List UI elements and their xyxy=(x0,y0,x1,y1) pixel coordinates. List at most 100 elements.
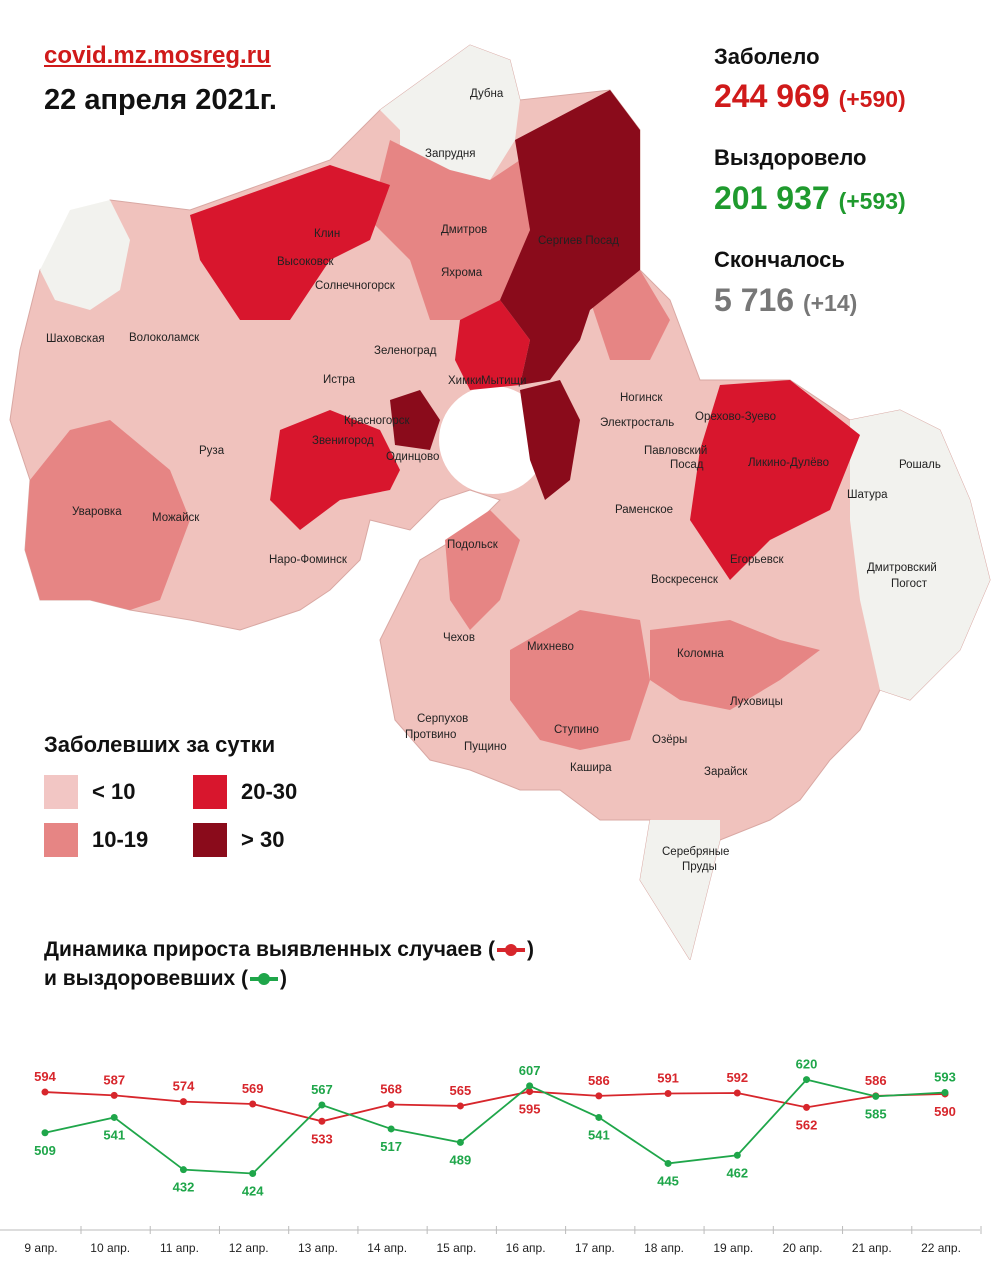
red-series-value-label: 569 xyxy=(242,1081,264,1096)
infected-label: Заболело xyxy=(714,44,820,69)
map-label: Рошаль xyxy=(899,459,941,471)
map-label: Посад xyxy=(670,459,704,471)
red-series-point xyxy=(387,1101,395,1108)
map-label: Коломна xyxy=(677,648,724,660)
map-label: Дмитров xyxy=(441,224,487,236)
red-series-line xyxy=(44,1090,946,1123)
map-label: Запрудня xyxy=(425,148,476,160)
x-tick-label: 13 апр. xyxy=(298,1241,338,1255)
map-label: Сергиев Посад xyxy=(538,235,619,247)
area-podolsk xyxy=(445,510,520,630)
area-balashikha xyxy=(520,380,580,500)
green-series-value-label: 593 xyxy=(934,1070,956,1085)
red-series-point xyxy=(179,1098,187,1106)
area-east xyxy=(850,410,990,700)
map-label: Серебряные xyxy=(662,846,729,858)
legend-title: Заболевших за сутки xyxy=(44,732,276,757)
map-label: Серпухов xyxy=(417,713,468,725)
map-label: Высоковск xyxy=(277,256,334,268)
red-series-value-label: 591 xyxy=(657,1070,679,1085)
green-series-point xyxy=(526,1082,534,1090)
green-series-value-label: 607 xyxy=(519,1063,541,1078)
x-tick-label: 14 апр. xyxy=(367,1241,407,1255)
region-map: Дубна Запрудня Клин Высоковск Дмитров Яхрома С… xyxy=(9,44,991,960)
map-label: Подольск xyxy=(447,539,499,551)
green-series-point xyxy=(872,1092,880,1100)
red-series-point xyxy=(110,1091,118,1099)
green-series-line xyxy=(44,1078,946,1175)
map-label: Протвино xyxy=(405,729,456,741)
green-series-point xyxy=(110,1113,118,1121)
map-label: Истра xyxy=(323,374,356,386)
x-tick-label: 12 апр. xyxy=(229,1241,269,1255)
x-axis-ticks: 9 апр. 10 апр. 11 апр. 12 апр. 13 апр. 14 апр… xyxy=(24,1226,982,1255)
map-label: Михнево xyxy=(527,641,574,653)
map-label: Мытищи xyxy=(481,375,526,387)
red-series-point xyxy=(803,1103,811,1111)
map-label: Звенигород xyxy=(312,435,374,447)
red-series-marker-icon xyxy=(496,944,525,957)
legend-swatch-20-30 xyxy=(193,775,227,809)
x-tick-label: 20 апр. xyxy=(783,1241,823,1255)
green-series-value-label: 489 xyxy=(450,1152,472,1167)
red-series-value-label: 594 xyxy=(34,1069,56,1084)
map-label: Руза xyxy=(199,445,225,457)
x-tick-label: 19 апр. xyxy=(713,1241,753,1255)
dynamics-title: Динамика прироста выявленных случаев () … xyxy=(44,938,534,990)
x-tick-label: 15 апр. xyxy=(436,1241,476,1255)
x-tick-label: 22 апр. xyxy=(921,1241,961,1255)
legend-label-20-30: 20-30 xyxy=(241,779,298,804)
green-series-value-label: 541 xyxy=(588,1127,610,1142)
map-label: Клин xyxy=(314,228,340,240)
map-label: Озёры xyxy=(652,734,687,746)
map-label: Одинцово xyxy=(386,451,439,463)
green-series-value-label: 424 xyxy=(242,1184,264,1199)
red-series-value-label: 562 xyxy=(796,1117,818,1132)
map-label: Кашира xyxy=(570,762,612,774)
died-value: 5 716 (+14) xyxy=(714,282,858,318)
x-tick-label: 16 апр. xyxy=(506,1241,546,1255)
green-series-value-label: 445 xyxy=(657,1173,679,1188)
green-series-value-label: 585 xyxy=(865,1106,887,1121)
map-label: Красногорск xyxy=(344,415,410,427)
green-series-point xyxy=(41,1129,49,1137)
map-label: Можайск xyxy=(152,512,200,524)
map-label: Чехов xyxy=(443,632,475,644)
area-mytishchi xyxy=(455,300,530,390)
green-series-value-label: 567 xyxy=(311,1082,333,1097)
legend-swatch-lt10 xyxy=(44,775,78,809)
map-label: Пруды xyxy=(682,861,717,873)
legend-label-10-19: 10-19 xyxy=(92,827,149,852)
green-series-point xyxy=(595,1113,603,1121)
red-series-point xyxy=(318,1117,326,1125)
map-label: Погост xyxy=(891,578,928,590)
map-label: Шатура xyxy=(847,489,888,501)
died-label: Скончалось xyxy=(714,247,845,272)
green-series-point xyxy=(318,1101,326,1109)
red-series-point xyxy=(456,1102,464,1110)
red-series-point xyxy=(526,1088,534,1096)
red-series-point xyxy=(733,1089,741,1097)
recovered-label: Выздоровело xyxy=(714,145,867,170)
red-series-value-label: 595 xyxy=(519,1102,541,1117)
map-label: Луховицы xyxy=(730,696,783,708)
green-series-point xyxy=(803,1076,811,1084)
green-series-value-label: 517 xyxy=(380,1139,402,1154)
red-series-value-label: 592 xyxy=(726,1070,748,1085)
red-series-value-label: 587 xyxy=(103,1072,125,1087)
site-link[interactable]: covid.mz.mosreg.ru xyxy=(44,42,271,69)
x-tick-label: 10 апр. xyxy=(90,1241,130,1255)
map-label: Химки xyxy=(448,375,481,387)
area-northwest xyxy=(40,200,130,310)
map-label: Орехово-Зуево xyxy=(695,411,776,423)
area-dmitrov xyxy=(370,140,530,320)
area-zvenigorod xyxy=(270,410,400,530)
x-tick-label: 17 апр. xyxy=(575,1241,615,1255)
map-label: Шаховская xyxy=(46,333,105,345)
area-orekhovo xyxy=(690,380,860,580)
green-series-value-label: 509 xyxy=(34,1143,56,1158)
green-series-point xyxy=(179,1166,187,1174)
green-series-point xyxy=(733,1151,741,1159)
green-series-point xyxy=(941,1089,949,1097)
green-series-marker-icon xyxy=(249,973,278,986)
